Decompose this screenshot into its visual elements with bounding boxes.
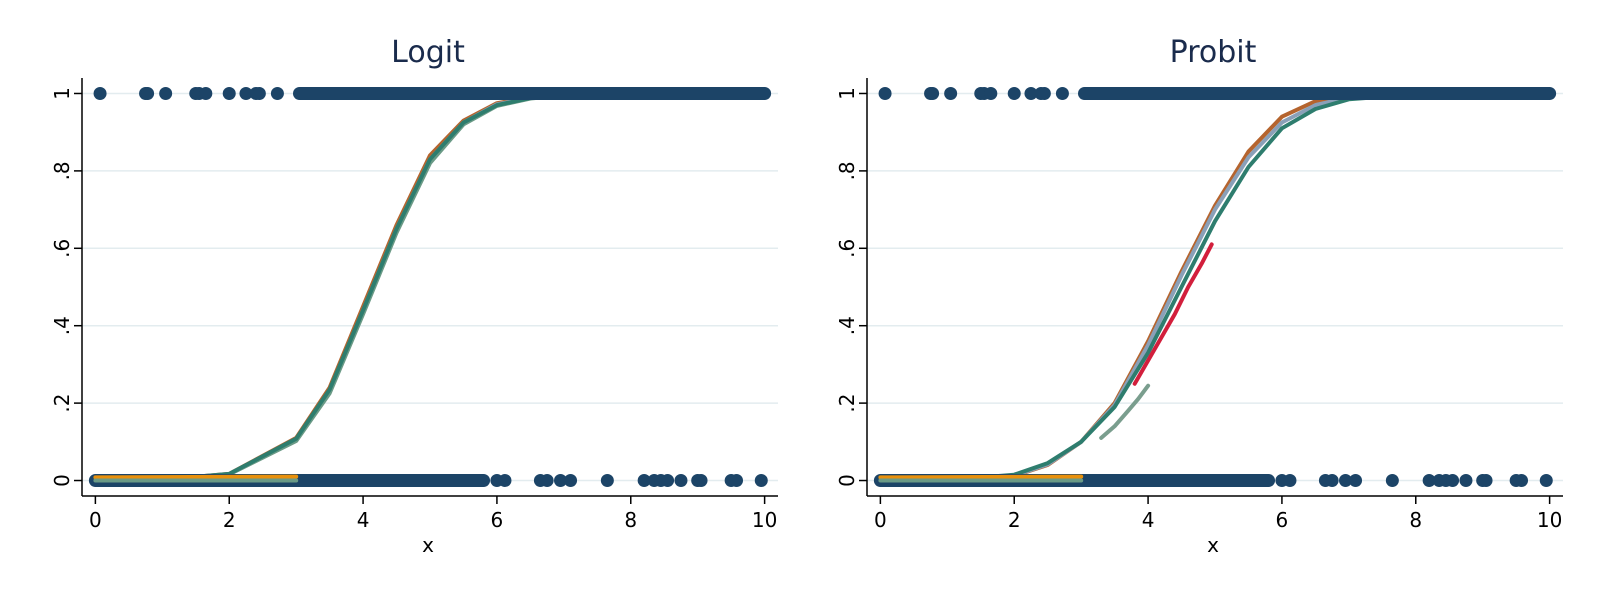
data-point (1446, 474, 1460, 488)
y-tick-label: .2 (835, 394, 859, 413)
data-point (926, 86, 940, 100)
data-point (1422, 474, 1436, 488)
fitted-curve (93, 474, 299, 480)
data-point (1055, 86, 1069, 100)
dense-points-y1 (1078, 86, 1557, 100)
data-point (222, 86, 236, 100)
observed-points (873, 86, 1557, 488)
data-point (944, 86, 958, 100)
x-tick-label: 0 (874, 508, 887, 532)
data-point (1385, 474, 1399, 488)
probit-panel: Probit 0.2.4.6.810 2 4 6 8 10 x (835, 35, 1563, 557)
data-point (754, 474, 768, 488)
axis-ticks: 0.2.4.6.810 2 4 6 8 10 (50, 87, 777, 532)
x-tick-label: 8 (1409, 508, 1422, 532)
data-point (1024, 86, 1038, 100)
data-point (498, 474, 512, 488)
data-point (694, 474, 708, 488)
data-point (1459, 474, 1473, 488)
x-tick-label: 10 (1537, 508, 1562, 532)
data-point (637, 474, 651, 488)
data-point (141, 86, 155, 100)
x-tick-label: 4 (357, 508, 370, 532)
y-tick-label: .6 (835, 239, 859, 258)
data-point (93, 86, 107, 100)
data-point (730, 474, 744, 488)
y-tick-label: .8 (835, 161, 859, 180)
data-point (600, 474, 614, 488)
data-point (878, 86, 892, 100)
panel-title: Logit (391, 35, 465, 70)
data-point (1479, 474, 1493, 488)
data-point (674, 474, 688, 488)
y-tick-label: .6 (50, 239, 74, 258)
y-tick-label: 1 (50, 87, 74, 100)
observed-points (88, 86, 772, 488)
y-tick-label: .8 (50, 161, 74, 180)
x-tick-label: 6 (491, 508, 504, 532)
data-point (239, 86, 253, 100)
data-point (270, 86, 284, 100)
x-axis-label: x (422, 533, 434, 557)
data-point (1283, 474, 1297, 488)
fitted-curve (878, 91, 1552, 483)
data-point (1007, 86, 1021, 100)
data-point (564, 474, 578, 488)
axis-ticks: 0.2.4.6.810 2 4 6 8 10 (835, 87, 1562, 532)
fitted-curve (878, 474, 1084, 480)
data-point (1325, 474, 1339, 488)
fitted-curve (1132, 242, 1214, 386)
y-tick-label: 1 (835, 87, 859, 100)
data-point (1539, 474, 1553, 488)
data-point (554, 474, 567, 488)
y-tick-label: .2 (50, 394, 74, 413)
x-tick-label: 2 (1008, 508, 1021, 532)
y-tick-label: .4 (835, 316, 859, 335)
data-point (540, 474, 554, 488)
y-tick-label: 0 (50, 474, 74, 487)
x-tick-label: 2 (223, 508, 236, 532)
x-tick-label: 4 (1142, 508, 1155, 532)
axes (81, 78, 778, 497)
data-point (661, 474, 675, 488)
data-point (1339, 474, 1352, 488)
data-point (1515, 474, 1529, 488)
data-point (252, 86, 266, 100)
x-tick-label: 8 (624, 508, 637, 532)
fitted-curve (1099, 383, 1151, 440)
dense-points-y1 (293, 86, 772, 100)
x-axis-label: x (1207, 533, 1219, 557)
data-point (199, 86, 213, 100)
y-tick-label: .4 (50, 316, 74, 335)
data-point (1349, 474, 1363, 488)
x-tick-label: 6 (1276, 508, 1289, 532)
x-tick-label: 0 (89, 508, 102, 532)
axes (866, 78, 1563, 497)
y-tick-label: 0 (835, 474, 859, 487)
logit-panel: Logit 0.2.4.6.810 2 4 6 8 10 x (50, 35, 778, 557)
data-point (1037, 86, 1051, 100)
panel-title: Probit (1170, 35, 1257, 70)
data-point (984, 86, 998, 100)
data-point (159, 86, 173, 100)
x-tick-label: 10 (752, 508, 777, 532)
